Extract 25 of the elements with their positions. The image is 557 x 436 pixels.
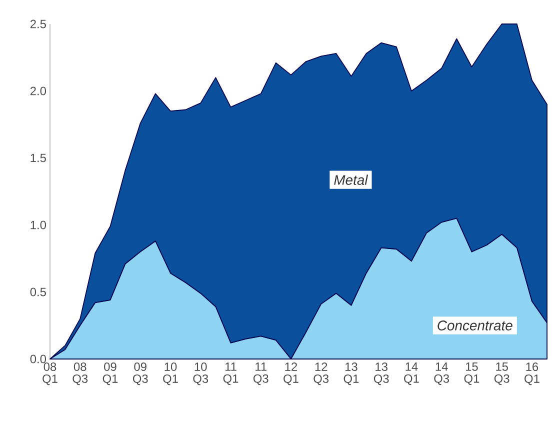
x-tick-label: 15 Q3: [494, 362, 510, 385]
y-tick-label: 2.0: [30, 86, 46, 96]
x-tick-label: 08 Q3: [72, 362, 88, 386]
series-label: Metal: [334, 174, 368, 185]
x-tick-label: 14 Q3: [434, 362, 450, 385]
x-tick-label: 14 Q1: [404, 362, 419, 385]
x-tick-label: 08 Q1: [42, 362, 58, 386]
x-tick-label: 09 Q3: [132, 362, 148, 386]
y-tick-label: 0.5: [30, 288, 46, 296]
x-tick-label: 10 Q1: [163, 362, 178, 386]
y-tick-label: 1.0: [30, 220, 46, 230]
x-tick-label: 10 Q3: [193, 362, 208, 386]
x-tick-label: 12 Q3: [314, 362, 329, 386]
x-tick-label: 11 Q3: [253, 362, 268, 385]
x-tick-label: 12 Q1: [284, 362, 298, 386]
x-tick-label: 11 Q1: [223, 362, 238, 385]
y-tick-label: 0.0: [30, 354, 46, 364]
x-tick-label: 16 Q1: [524, 362, 540, 386]
y-tick-label: 2.5: [30, 20, 46, 28]
x-tick-label: 13 Q1: [344, 362, 359, 386]
x-tick-label: 13 Q3: [374, 362, 389, 386]
x-tick-label: 09 Q1: [102, 362, 118, 386]
series-label: Concentrate: [438, 320, 512, 330]
y-tick-label: 1.5: [30, 154, 46, 162]
x-tick-label: 15 Q1: [464, 362, 480, 385]
